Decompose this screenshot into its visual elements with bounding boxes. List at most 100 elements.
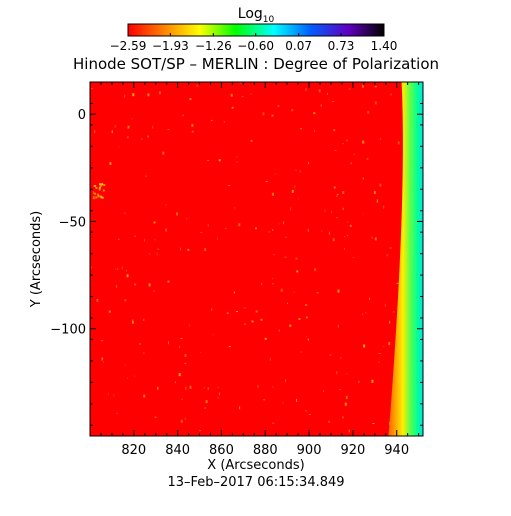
speckle [153, 290, 155, 292]
speckle [239, 406, 241, 410]
speckle [337, 324, 339, 328]
speckle [344, 236, 345, 238]
speckle-cluster [98, 188, 101, 191]
speckle [316, 292, 319, 294]
speckle [116, 412, 118, 414]
speckle-cluster [97, 195, 100, 198]
speckle [181, 398, 183, 400]
speckle [134, 283, 137, 286]
speckle [372, 423, 375, 424]
colorbar-title: Log10 [238, 6, 275, 25]
speckle [282, 402, 284, 404]
speckle [205, 400, 208, 404]
speckle [255, 227, 257, 230]
speckle [305, 304, 308, 306]
speckle [386, 254, 388, 257]
x-tick-label: 840 [165, 443, 190, 458]
speckle [272, 422, 275, 424]
speckle [257, 385, 259, 388]
speckle [278, 329, 280, 332]
speckle-cluster [93, 185, 96, 187]
speckle [273, 254, 275, 256]
speckle [332, 238, 335, 242]
speckle [94, 130, 96, 134]
speckle [374, 86, 377, 88]
speckle [191, 130, 194, 133]
speckle [350, 162, 352, 165]
speckle [134, 375, 135, 377]
speckle [121, 266, 123, 270]
speckle [239, 82, 242, 84]
speckle [382, 346, 385, 348]
speckle [328, 420, 331, 423]
speckle [236, 161, 238, 163]
speckle [336, 371, 338, 375]
colorbar-tick-label: 0.73 [328, 39, 355, 53]
speckle [156, 252, 158, 256]
speckle [154, 416, 157, 418]
colorbar-tick-label: −1.26 [195, 39, 232, 53]
speckle-cluster [95, 196, 98, 199]
speckle [263, 399, 266, 401]
speckle [308, 414, 311, 415]
speckle [148, 253, 151, 255]
x-tick-label: 920 [340, 443, 365, 458]
speckle [96, 298, 99, 302]
speckle [384, 303, 386, 307]
speckle [397, 141, 400, 145]
speckle [204, 407, 206, 409]
speckle [157, 386, 159, 390]
speckle [329, 354, 332, 356]
speckle [152, 125, 154, 129]
speckle [323, 390, 325, 393]
speckle [314, 268, 317, 272]
speckle [126, 274, 129, 278]
speckle [92, 191, 94, 195]
speckle [123, 212, 126, 215]
plot-frame [89, 81, 424, 437]
speckle [342, 191, 345, 194]
speckle [184, 354, 187, 357]
speckle [230, 93, 233, 97]
speckle-cluster [103, 184, 106, 187]
chart-title: Hinode SOT/SP – MERLIN : Degree of Polar… [73, 55, 439, 73]
speckle [376, 199, 378, 203]
speckle [333, 186, 336, 189]
speckle [333, 129, 336, 132]
speckle [189, 385, 192, 389]
speckle-cluster [97, 193, 100, 196]
speckle [307, 228, 309, 232]
speckle [366, 157, 369, 160]
speckle [300, 128, 303, 130]
speckle [278, 223, 280, 225]
speckle [268, 231, 271, 233]
speckle [118, 146, 120, 148]
speckle [305, 316, 308, 319]
speckle-cluster [99, 184, 102, 187]
speckle [234, 207, 236, 209]
speckle [218, 159, 221, 162]
speckle [392, 311, 395, 313]
speckle [313, 112, 316, 115]
speckle [289, 324, 292, 327]
speckle [223, 121, 225, 123]
speckle [336, 217, 339, 219]
speckle [348, 88, 351, 90]
speckle [343, 247, 345, 250]
speckle [216, 237, 218, 240]
speckle [90, 266, 92, 269]
speckle [148, 283, 151, 287]
colorbar: Log10 −2.59 −1.93 −1.26 −0.60 0.07 0.73 1.40 [110, 6, 398, 53]
speckle [342, 143, 344, 145]
speckle [196, 84, 199, 87]
y-tick-label: 0 [78, 108, 86, 123]
speckle [328, 231, 330, 235]
speckle-cluster [95, 187, 98, 189]
speckle [228, 346, 231, 348]
speckle [111, 130, 113, 134]
speckle [373, 190, 376, 194]
speckle [291, 189, 294, 193]
colorbar-tick-label: −2.59 [110, 39, 147, 53]
speckle [261, 283, 263, 286]
